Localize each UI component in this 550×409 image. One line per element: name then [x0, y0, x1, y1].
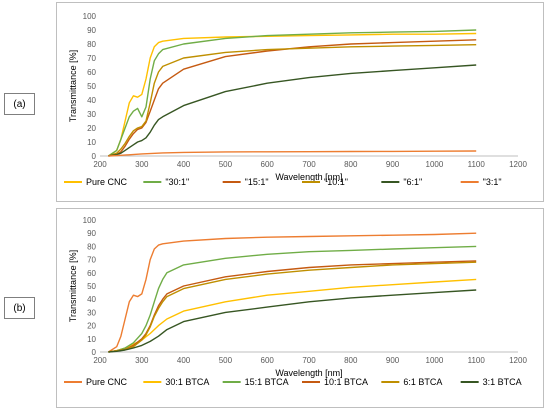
c0-legend-label: Pure CNC [86, 177, 128, 187]
c1-legend-label: 30:1 BTCA [165, 377, 209, 387]
c0-series-line-3 [108, 44, 477, 157]
c1-x-tick-label: 700 [302, 356, 316, 365]
c0-x-tick-label: 500 [219, 160, 233, 169]
c0-series-line-1 [108, 29, 477, 157]
c0-legend-label: "6:1" [403, 177, 422, 187]
c1-y-tick-label: 60 [87, 269, 96, 278]
panel-label-b: (b) [4, 297, 35, 319]
c0-x-tick-label: 900 [386, 160, 400, 169]
c0-y-tick-label: 10 [87, 138, 96, 147]
c0-x-tick-label: 400 [177, 160, 191, 169]
c1-x-tick-label: 1200 [509, 356, 527, 365]
c1-y-axis-title: Transmittance [%] [68, 250, 78, 322]
c0-y-tick-label: 70 [87, 54, 96, 63]
c0-x-tick-label: 1000 [426, 160, 444, 169]
c0-y-tick-label: 90 [87, 26, 96, 35]
chart-b: 0 10 20 30 40 50 60 70 80 90 100 200 300 400 500 600 700… [64, 216, 527, 387]
panel-label-a: (a) [4, 93, 35, 115]
c1-legend-label: 10:1 BTCA [324, 377, 368, 387]
c0-series-line-4 [108, 64, 477, 157]
c0-y-tick-label: 60 [87, 68, 96, 77]
c1-x-tick-label: 600 [261, 356, 275, 365]
c1-y-tick-label: 90 [87, 229, 96, 238]
c1-x-tick-label: 300 [135, 356, 149, 365]
c1-y-tick-label: 40 [87, 295, 96, 304]
c1-y-tick-label: 0 [92, 348, 97, 357]
c0-x-tick-label: 700 [302, 160, 316, 169]
c1-legend-label: 3:1 BTCA [483, 377, 522, 387]
c0-y-tick-label: 20 [87, 124, 96, 133]
c0-x-tick-label: 200 [93, 160, 107, 169]
c1-y-tick-label: 30 [87, 308, 96, 317]
c0-legend-label: "30:1" [165, 177, 189, 187]
c1-series-line-2 [108, 245, 477, 353]
c1-legend-label: Pure CNC [86, 377, 128, 387]
c1-x-tick-label: 400 [177, 356, 191, 365]
c0-y-axis-title: Transmittance [%] [68, 50, 78, 122]
c1-legend-label: 15:1 BTCA [245, 377, 289, 387]
c0-x-tick-label: 800 [344, 160, 358, 169]
c0-legend-label: "15:1" [245, 177, 269, 187]
c1-y-tick-label: 100 [83, 216, 97, 225]
c0-y-tick-label: 80 [87, 40, 96, 49]
c1-x-tick-label: 900 [386, 356, 400, 365]
c1-x-tick-label: 200 [93, 356, 107, 365]
c1-x-tick-label: 500 [219, 356, 233, 365]
c0-x-axis-title: Wavelength [nm] [275, 172, 342, 182]
c1-x-axis-title: Wavelength [nm] [275, 368, 342, 378]
c1-x-tick-label: 1000 [426, 356, 444, 365]
c1-y-tick-label: 80 [87, 242, 96, 251]
c0-x-tick-label: 1100 [468, 160, 486, 169]
c0-legend-label: "3:1" [483, 177, 502, 187]
c1-legend-label: 6:1 BTCA [403, 377, 442, 387]
c0-legend-label: "10:1" [324, 177, 348, 187]
c1-series-line-3 [108, 260, 477, 353]
c1-x-tick-label: 800 [344, 356, 358, 365]
c0-series-line-0 [108, 32, 477, 157]
c1-series-line-5 [108, 289, 477, 353]
panel-a: (a) 0 10 20 30 40 50 60 70 80 90 100 200 300 400 500 60… [0, 0, 550, 202]
c0-y-tick-label: 40 [87, 96, 96, 105]
panel-b: (b) 0 10 20 30 40 50 60 70 80 90 100 200 300 400 500 60… [0, 208, 550, 409]
c1-y-tick-label: 50 [87, 282, 96, 291]
c0-y-tick-label: 100 [83, 12, 97, 21]
c1-series-line-4 [108, 261, 477, 353]
c0-x-tick-label: 300 [135, 160, 149, 169]
c0-y-tick-label: 0 [92, 152, 97, 161]
c1-series-line-1 [108, 278, 477, 353]
c1-x-tick-label: 1100 [468, 356, 486, 365]
c0-series-line-2 [108, 39, 477, 157]
c0-x-tick-label: 1200 [509, 160, 527, 169]
chart-frame-b [56, 208, 544, 408]
chart-a: 0 10 20 30 40 50 60 70 80 90 100 200 300 400 500 600 700… [64, 12, 527, 187]
c1-y-tick-label: 70 [87, 256, 96, 265]
c0-y-tick-label: 50 [87, 82, 96, 91]
c1-series-line-0 [108, 232, 477, 353]
c0-y-tick-label: 30 [87, 110, 96, 119]
c1-y-tick-label: 10 [87, 335, 96, 344]
c0-series-line-5 [108, 150, 477, 157]
c0-x-tick-label: 600 [261, 160, 275, 169]
c1-y-tick-label: 20 [87, 322, 96, 331]
